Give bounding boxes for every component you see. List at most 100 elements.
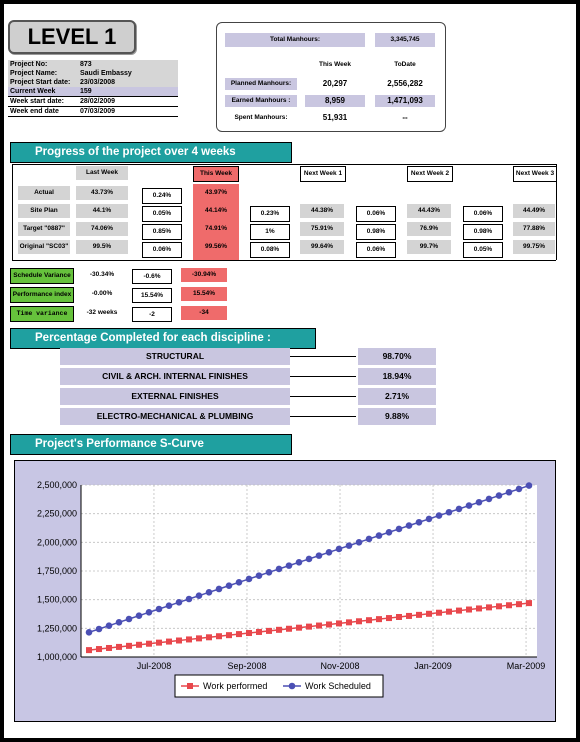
delta4-original: 0.05% [463,242,503,258]
data-point-work-performed [356,618,362,625]
next1-site-plan: 44.38% [300,204,344,218]
data-point-work-scheduled [185,595,193,603]
data-point-work-scheduled [145,609,153,616]
data-point-work-scheduled [525,482,533,489]
info-value: Saudi Embassy [80,70,132,77]
variance-last-schedule: -30.34% [89,271,115,278]
header-next-week-3: Next Week 3 [513,166,557,182]
info-row: Week end date 07/03/2009 [8,106,178,117]
last-original: 99.5% [76,240,128,254]
data-point-work-scheduled [165,602,173,609]
data-point-work-performed [306,623,312,630]
delta2-site-plan: 0.23% [250,206,290,222]
data-point-work-scheduled [235,579,243,586]
delta2-original: 0.08% [250,242,290,258]
data-point-work-performed [426,610,432,617]
data-point-work-performed [296,624,302,631]
data-point-work-scheduled [325,548,333,556]
table-line [12,164,13,260]
data-point-work-scheduled [255,572,263,579]
info-row: Project No: 873 [8,60,178,69]
data-point-work-scheduled [335,545,343,553]
table-line [12,260,556,261]
data-point-work-performed [466,606,472,613]
data-point-work-performed [156,639,162,646]
discipline-name: ELECTRO-MECHANICAL & PLUMBING [60,408,290,425]
data-point-work-performed [216,633,222,640]
next2-target: 76.9% [407,222,451,236]
y-tick-label: 2,250,000 [37,509,77,519]
data-point-work-scheduled [315,552,323,559]
data-point-work-performed [276,626,282,633]
data-point-work-scheduled [205,589,213,596]
row-label-actual: Actual [18,186,70,200]
next1-original: 99.64% [300,240,344,254]
data-point-work-scheduled [405,522,413,529]
discipline-name: EXTERNAL FINISHES [60,388,290,405]
y-tick-label: 2,500,000 [37,480,77,490]
progress-table: Last Week This Week Next Week 1 Next Wee… [12,164,557,264]
delta4-target: 0.98% [463,224,503,240]
data-point-work-performed [516,601,522,608]
data-point-work-scheduled [365,535,373,543]
data-point-work-performed [436,609,442,616]
y-tick-label: 1,750,000 [37,566,77,576]
data-point-work-performed [526,600,532,607]
level-badge: LEVEL 1 [8,20,136,54]
data-point-work-performed [386,615,392,622]
variance-last-time: -32 weeks [86,309,118,316]
x-tick-label: Sep-2008 [227,661,266,671]
delta3-target: 0.98% [356,224,396,240]
row-label-original: Original "SC03" [18,240,70,254]
data-point-work-scheduled [275,565,283,573]
info-value: 159 [80,88,92,95]
disciplines-banner: Percentage Completed for each discipline… [10,328,316,349]
y-tick-label: 2,000,000 [37,537,77,547]
data-point-work-performed [496,603,502,610]
x-tick-label: Jan-2009 [414,661,452,671]
total-value: 3,345,745 [375,33,435,47]
data-point-work-performed [446,608,452,615]
info-label: Project Start date: [10,79,71,86]
data-point-work-scheduled [455,505,463,513]
next2-site-plan: 44.43% [407,204,451,218]
data-point-work-scheduled [215,585,223,593]
header-this-week: This Week [193,166,239,182]
data-point-work-scheduled [425,515,433,523]
info-row: Week start date: 28/02/2009 [8,96,178,106]
discipline-name: CIVIL & ARCH. INTERNAL FINISHES [60,368,290,385]
next1-target: 75.91% [300,222,344,236]
info-row: Current Week 159 [8,87,178,96]
data-point-work-scheduled [355,538,363,546]
data-point-work-scheduled [415,518,423,526]
variance-label-time: Time variance [10,306,74,322]
data-point-work-performed [366,617,372,624]
col-this-week: This Week [318,61,352,68]
discipline-line [290,396,356,414]
y-tick-label: 1,000,000 [37,652,77,662]
next3-site-plan: 44.49% [513,204,555,218]
data-point-work-scheduled [395,525,403,533]
table-line [556,164,557,260]
data-point-work-performed [246,630,252,637]
y-tick-label: 1,500,000 [37,595,77,605]
delta-site-plan: 0.05% [142,206,182,222]
variance-label-performance: Performance index [10,287,74,303]
delta2-target: 1% [250,224,290,240]
info-value: 07/03/2009 [80,108,116,115]
discipline-line [290,356,356,374]
earned-week: 8,959 [305,95,365,107]
variance-diff-performance: 15.54% [132,288,172,303]
row-label-target: Target "0887" [18,222,70,236]
info-value: 23/03/2008 [80,79,116,86]
total-label: Total Manhours: [225,33,365,47]
info-row: Project Name: Saudi Embassy [8,69,178,78]
info-value: 28/02/2009 [80,98,116,105]
data-point-work-performed [146,640,152,647]
data-point-work-scheduled [485,495,493,503]
data-point-work-performed [396,613,402,620]
data-point-work-scheduled [305,555,313,563]
data-point-work-performed [256,628,262,635]
legend-marker-work-scheduled [288,682,296,690]
header-next-week-2: Next Week 2 [407,166,453,182]
